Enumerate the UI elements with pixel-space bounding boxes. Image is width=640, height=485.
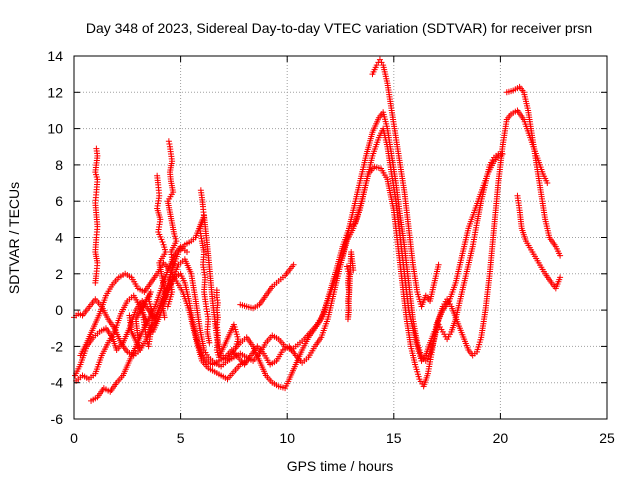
series-burst-7 [343, 249, 357, 323]
points-layer [71, 56, 564, 404]
data-point [214, 297, 221, 304]
data-point [168, 266, 175, 273]
x-tick-label: 25 [599, 430, 615, 446]
data-point [206, 339, 213, 346]
data-point [544, 180, 551, 187]
data-point [161, 314, 168, 321]
x-tick-label: 20 [493, 430, 509, 446]
data-point [166, 141, 173, 148]
data-point [350, 267, 357, 274]
x-tick-label: 15 [386, 430, 402, 446]
data-point [557, 252, 564, 259]
data-point [92, 279, 99, 286]
x-tick-label: 10 [279, 430, 295, 446]
data-point [290, 261, 297, 268]
y-tick-label: 0 [55, 302, 63, 318]
data-point [159, 239, 166, 246]
data-point [243, 357, 250, 364]
data-point [126, 312, 133, 319]
y-tick-label: 8 [55, 157, 63, 173]
data-point [164, 303, 171, 310]
series-track-3 [71, 151, 504, 390]
x-tick-label: 5 [177, 430, 185, 446]
y-tick-label: 12 [47, 84, 63, 100]
y-tick-label: -6 [51, 411, 64, 427]
y-tick-label: 6 [55, 193, 63, 209]
series-track-6 [237, 261, 297, 312]
series-burst-6 [126, 288, 156, 354]
data-point [557, 274, 564, 281]
axes-layer: 0 5 10 15 20 25 -6 -4 -2 0 2 4 6 8 10 12 14 [47, 48, 615, 446]
data-point [213, 294, 220, 301]
data-point [168, 269, 175, 276]
data-point [165, 138, 172, 145]
series-track-5 [77, 259, 250, 383]
series-burst-1 [92, 145, 101, 286]
data-point [183, 249, 190, 256]
x-tick-label: 0 [70, 430, 78, 446]
y-tick-label: -2 [51, 338, 64, 354]
x-axis-label: GPS time / hours [287, 458, 394, 474]
y-tick-label: 10 [47, 121, 63, 137]
data-point [158, 236, 165, 243]
y-tick-label: 14 [47, 48, 63, 64]
series-burst-3 [154, 172, 169, 321]
y-axis-label: SDTVAR / TECUs [6, 182, 22, 294]
series-burst-4 [196, 187, 213, 346]
data-point [435, 261, 442, 268]
series-burst-2 [164, 138, 180, 310]
chart-title: Day 348 of 2023, Sidereal Day-to-day VTE… [86, 20, 592, 36]
data-point [169, 264, 176, 271]
data-point [233, 343, 240, 350]
data-point [170, 261, 177, 268]
series-track-7 [369, 56, 442, 310]
y-tick-label: 2 [55, 266, 63, 282]
y-tick-label: -4 [51, 375, 64, 391]
y-tick-label: 4 [55, 230, 63, 246]
series-track-8 [503, 83, 564, 259]
data-point [497, 151, 504, 158]
series-burst-5 [213, 287, 242, 361]
series-track-9 [514, 192, 564, 292]
